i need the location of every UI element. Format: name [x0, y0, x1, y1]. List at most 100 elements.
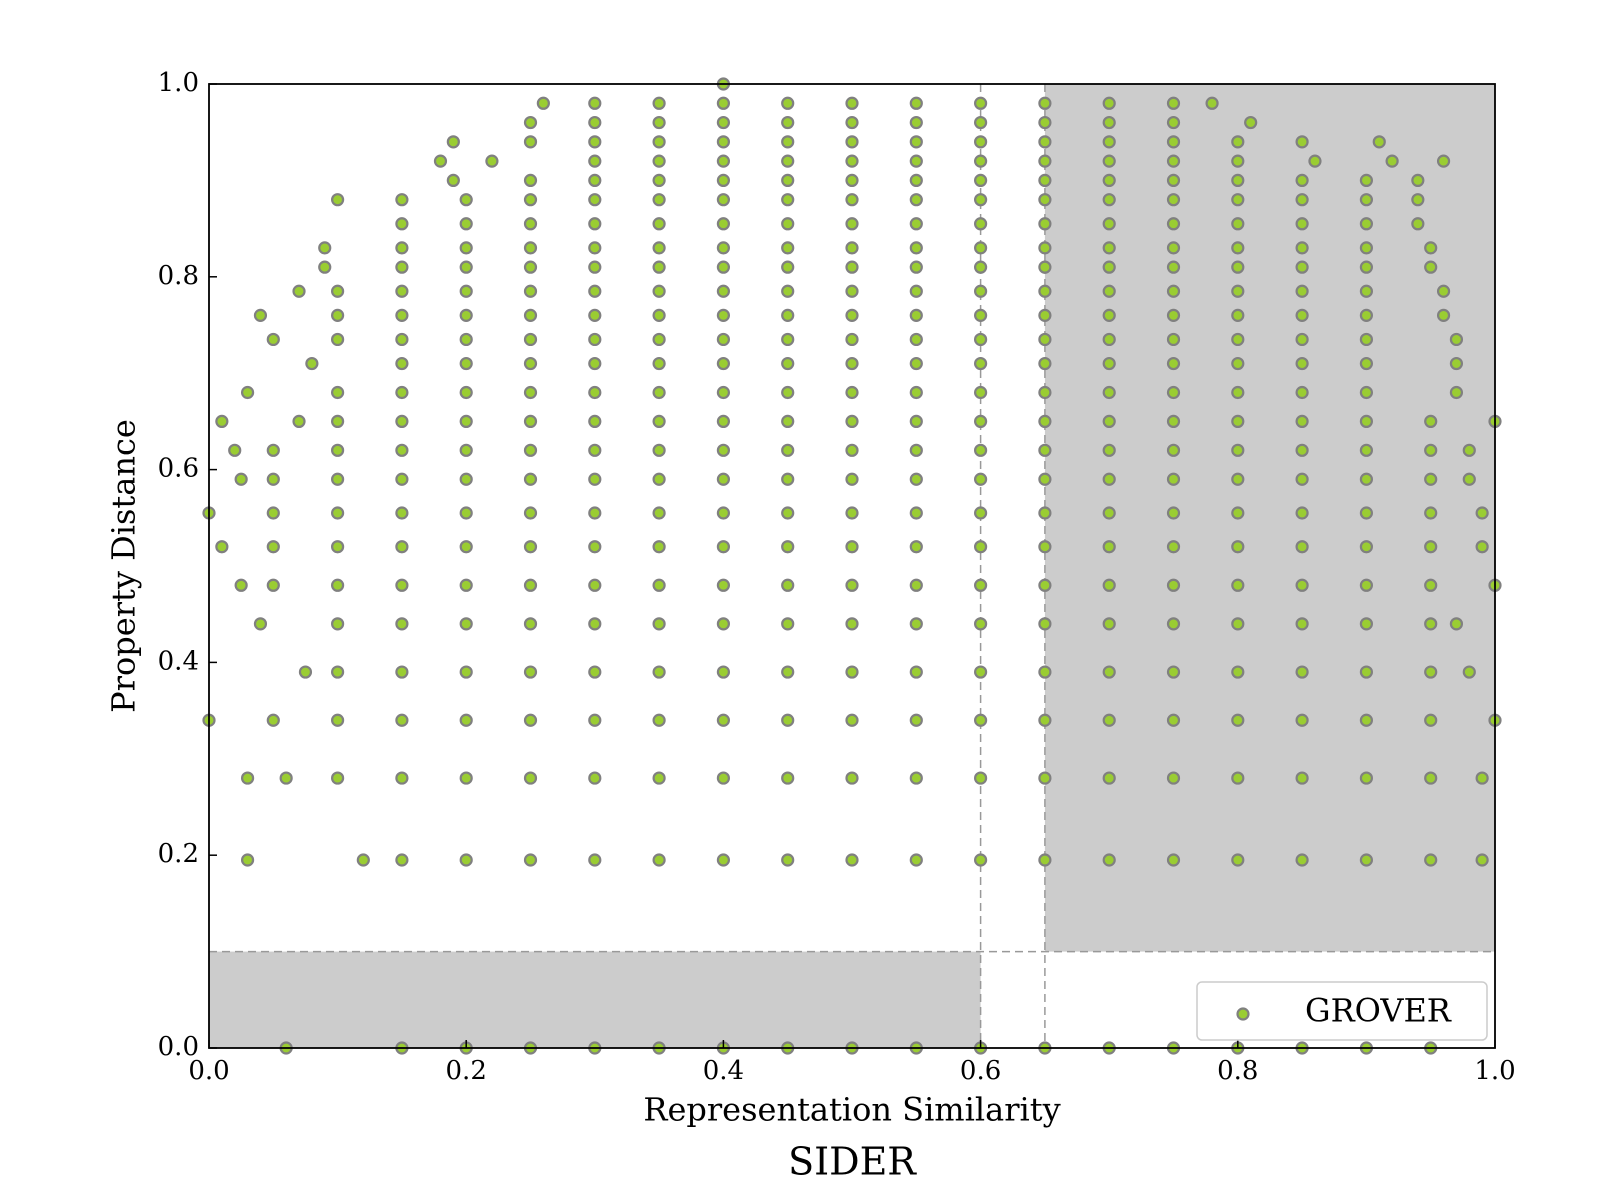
point [588, 665, 602, 679]
point [973, 472, 988, 486]
point [1359, 173, 1374, 187]
point [973, 241, 988, 255]
point [1038, 154, 1052, 168]
point [845, 414, 859, 428]
point [781, 540, 795, 554]
point [973, 193, 988, 207]
point [909, 578, 923, 592]
point [523, 443, 538, 457]
point [1308, 154, 1322, 168]
point [1424, 540, 1438, 554]
point [909, 241, 923, 255]
point [1295, 308, 1309, 322]
point [781, 472, 795, 486]
point [523, 241, 538, 255]
point [973, 154, 988, 168]
point [1038, 771, 1052, 785]
point [1166, 154, 1181, 168]
point [973, 135, 988, 149]
point [1102, 578, 1116, 592]
point [909, 540, 923, 554]
point [1295, 385, 1309, 400]
point [1231, 540, 1245, 554]
point [845, 356, 859, 371]
point [1102, 332, 1116, 347]
point [523, 853, 538, 867]
point [652, 578, 666, 592]
y-tick-label: 0.4 [158, 646, 199, 676]
point [781, 385, 795, 400]
point [781, 617, 795, 631]
point [459, 578, 473, 592]
point [588, 260, 602, 274]
point [459, 260, 473, 274]
point [588, 241, 602, 255]
point [909, 472, 923, 486]
point [1166, 115, 1181, 130]
point [716, 173, 731, 187]
point [459, 385, 473, 400]
point [1166, 506, 1181, 520]
point [1231, 356, 1245, 371]
point [1102, 506, 1116, 520]
point [781, 260, 795, 274]
point [781, 115, 795, 130]
point [716, 771, 731, 785]
legend-marker [1236, 1007, 1250, 1021]
point [395, 385, 409, 400]
point [845, 284, 859, 298]
point [1231, 443, 1245, 457]
point [523, 665, 538, 679]
legend-label: GROVER [1305, 992, 1452, 1030]
point [523, 260, 538, 274]
point [395, 308, 409, 322]
point [1359, 506, 1374, 520]
point [1038, 578, 1052, 592]
point [781, 713, 795, 727]
point [1424, 443, 1438, 457]
point [1038, 665, 1052, 679]
point [523, 617, 538, 631]
point [716, 332, 731, 347]
point [1411, 193, 1425, 207]
point [331, 443, 345, 457]
point [1424, 241, 1438, 255]
point [523, 356, 538, 371]
point [523, 472, 538, 486]
point [1359, 284, 1374, 298]
point [459, 771, 473, 785]
point [652, 193, 666, 207]
point [395, 713, 409, 727]
point [1166, 665, 1181, 679]
point [1038, 414, 1052, 428]
point [781, 308, 795, 322]
point [845, 135, 859, 149]
point [1038, 853, 1052, 867]
point [588, 96, 602, 110]
point [331, 332, 345, 347]
point [1231, 578, 1245, 592]
point [1295, 713, 1309, 727]
point [1231, 385, 1245, 400]
point [292, 414, 306, 428]
point [781, 241, 795, 255]
point [973, 284, 988, 298]
point [331, 617, 345, 631]
point [716, 443, 731, 457]
point [523, 540, 538, 554]
point [1295, 472, 1309, 486]
point [1462, 443, 1476, 457]
point [1231, 284, 1245, 298]
point [1231, 217, 1245, 231]
point [331, 385, 345, 400]
point [845, 540, 859, 554]
point [331, 540, 345, 554]
point [1166, 284, 1181, 298]
point [1102, 241, 1116, 255]
point [588, 284, 602, 298]
point [1102, 135, 1116, 149]
point [588, 193, 602, 207]
point [652, 356, 666, 371]
point [652, 241, 666, 255]
